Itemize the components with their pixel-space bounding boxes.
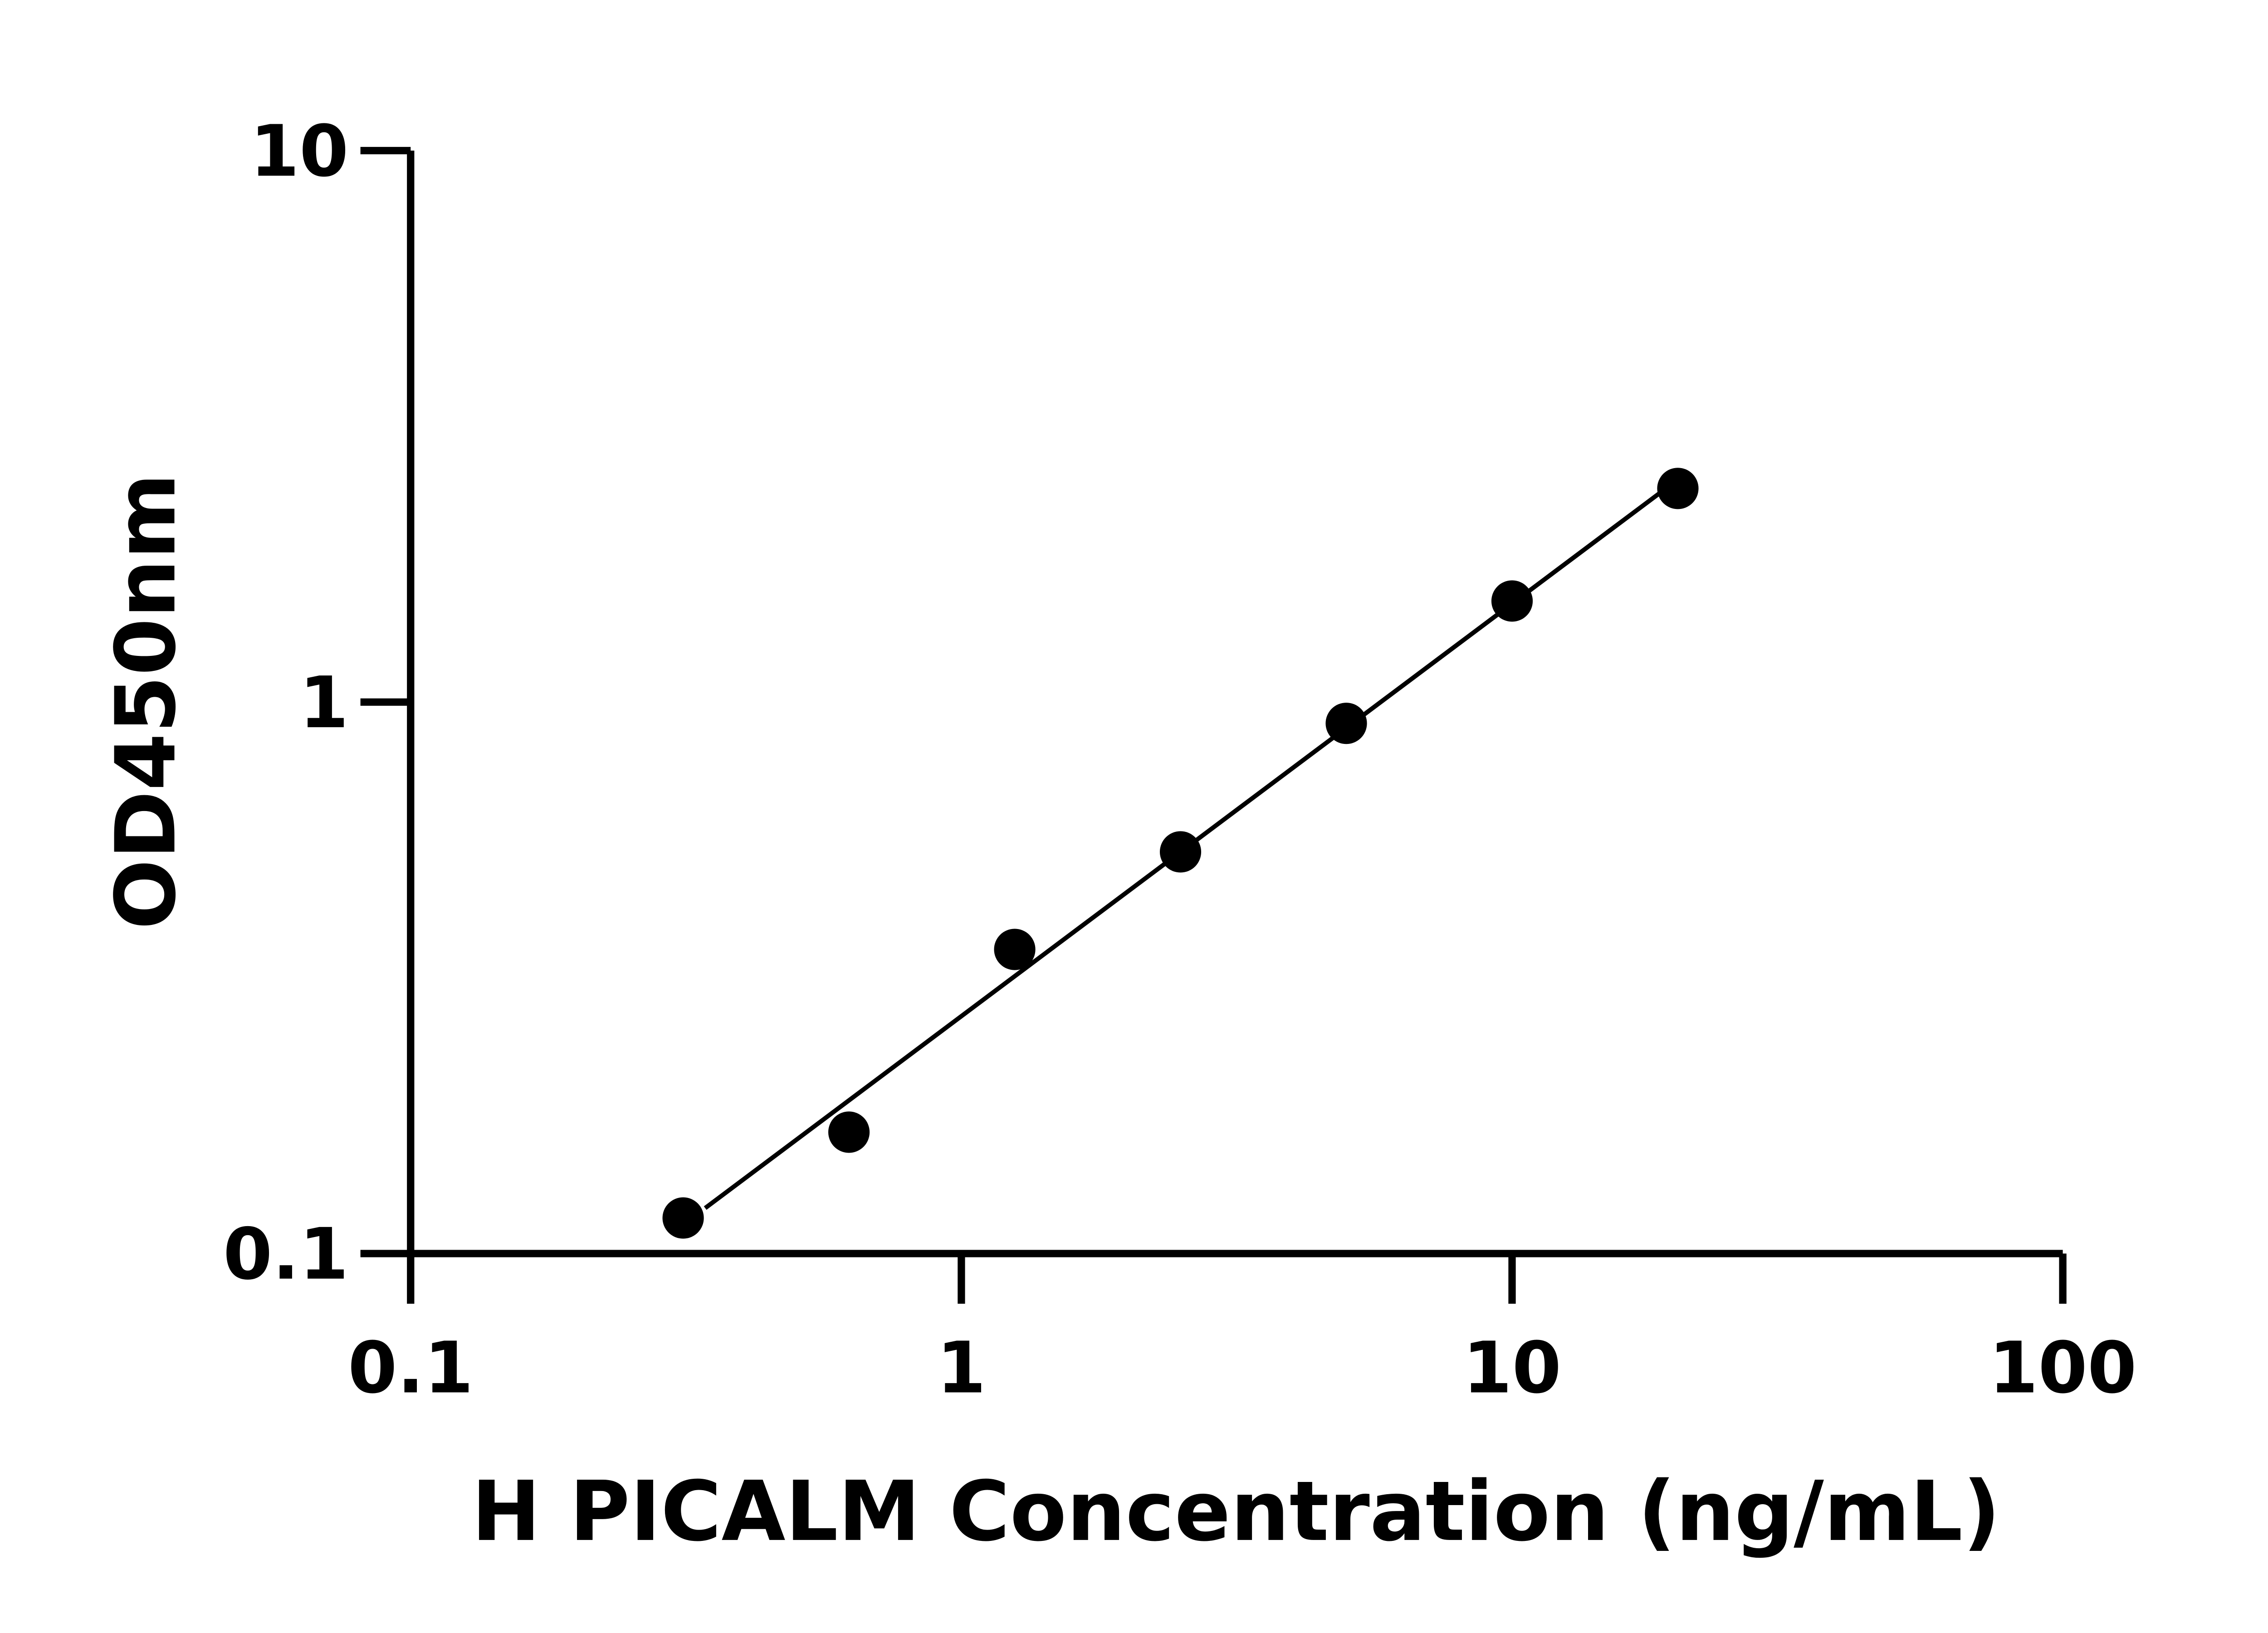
y-tick-label: 0.1 xyxy=(223,1213,349,1296)
x-tick-label: 100 xyxy=(1989,1326,2137,1409)
y-tick-label: 1 xyxy=(299,661,349,744)
y-tick-label: 10 xyxy=(250,110,348,192)
data-points xyxy=(662,468,1699,1239)
data-point xyxy=(994,929,1036,970)
data-point xyxy=(828,1111,870,1153)
x-tick-label: 1 xyxy=(937,1326,986,1409)
data-point xyxy=(1657,468,1699,509)
data-point xyxy=(1159,831,1202,873)
data-point xyxy=(662,1197,704,1239)
data-point xyxy=(1325,703,1367,744)
y-axis-label: OD450nm xyxy=(98,473,194,929)
data-point xyxy=(1491,580,1533,622)
x-axis-label: H PICALM Concentration (ng/mL) xyxy=(471,1463,2000,1560)
x-tick-label: 10 xyxy=(1463,1326,1561,1409)
tick-labels: 0.1 1 10 100 0.1 1 10 xyxy=(223,110,2137,1409)
axes xyxy=(360,147,2067,1304)
x-tick-label: 0.1 xyxy=(348,1326,474,1409)
